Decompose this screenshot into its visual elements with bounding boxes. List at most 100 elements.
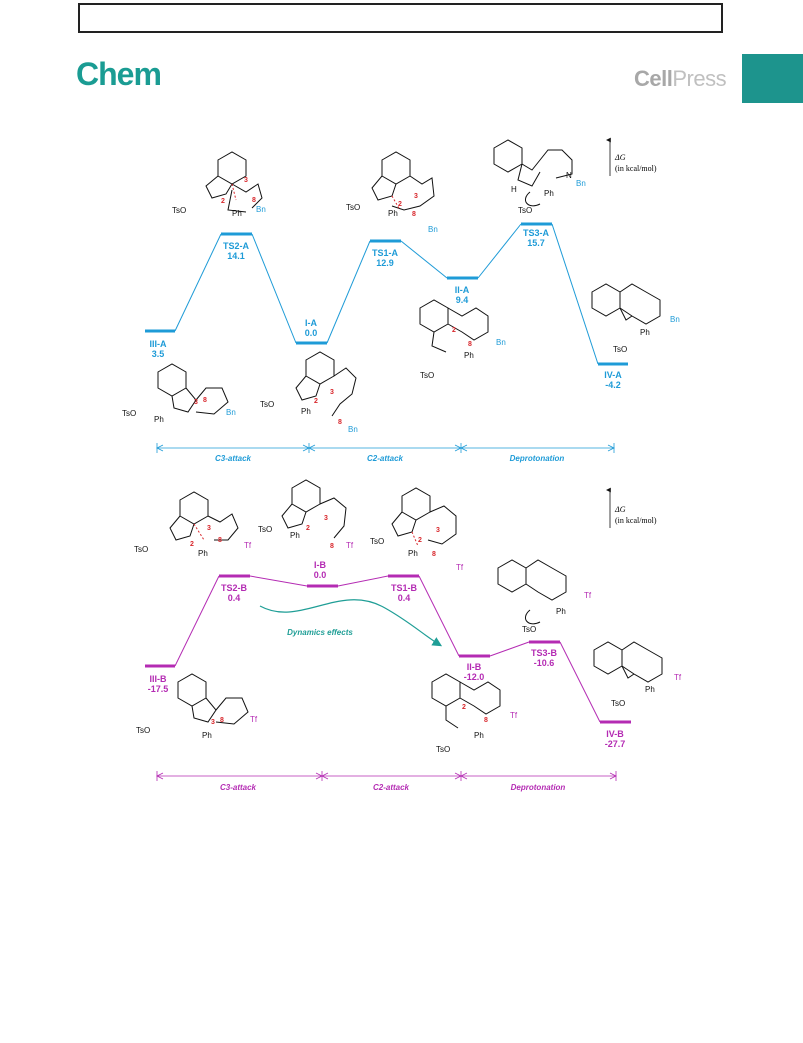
publisher-logo-bold: Cell (634, 66, 673, 91)
num-ib-3: 3 (324, 515, 328, 522)
tso-iiib: TsO (136, 726, 150, 735)
tf-iib: Tf (510, 711, 518, 720)
num-ib-2: 2 (306, 525, 310, 532)
structure-I-A (295, 351, 357, 417)
num-ia-2: 2 (314, 398, 318, 405)
tf-ts2b: Tf (244, 541, 252, 550)
stage-a-c3: C3-attack (215, 454, 252, 463)
num-iia-8: 8 (468, 341, 472, 348)
label-III-B: III-B (150, 674, 167, 684)
label-I-B: I-B (314, 560, 326, 570)
diagram-b-levels (145, 574, 631, 724)
ph-ts3b: Ph (556, 607, 566, 616)
diagram-b-path (174, 575, 601, 723)
energy-axis-a-symbol: ΔG (614, 153, 626, 162)
value-TS3-B: -10.6 (534, 658, 555, 668)
ph-ts2b: Ph (198, 549, 208, 558)
structure-III-B (177, 673, 249, 725)
bn-ts3a: Bn (576, 179, 586, 188)
structure-TS1-A (371, 151, 435, 211)
label-TS2-B: TS2-B (221, 583, 248, 593)
value-I-B: 0.0 (314, 570, 327, 580)
value-I-A: 0.0 (305, 328, 318, 338)
ph-iva: Ph (640, 328, 650, 337)
ph-ivb: Ph (645, 685, 655, 694)
structure-II-A (419, 299, 489, 353)
structure-TS3-B (497, 559, 567, 625)
tf-ivb: Tf (674, 673, 682, 682)
num-ia-3: 3 (330, 389, 334, 396)
ph-iiib: Ph (202, 731, 212, 740)
ph-ts2a: Ph (232, 209, 242, 218)
stage-b-c2: C2-attack (373, 783, 410, 792)
value-II-B: -12.0 (464, 672, 485, 682)
tso-ts2b: TsO (134, 545, 148, 554)
value-TS3-A: 15.7 (527, 238, 545, 248)
num-ts2a-2: 2 (221, 198, 225, 205)
forming-bonds (193, 183, 419, 547)
tf-ts1b: Tf (456, 563, 464, 572)
stage-b-deprot: Deprotonation (511, 783, 566, 792)
diagram-a-path (174, 223, 599, 365)
label-I-A: I-A (305, 318, 317, 328)
ph-iiia: Ph (154, 415, 164, 424)
bn-iiia: Bn (226, 408, 236, 417)
chem-text: TsO Ph Bn 2 3 8 TsO Ph Bn 2 3 8 H TsO Ph… (122, 171, 682, 754)
label-TS1-B: TS1-B (391, 583, 418, 593)
stage-a-c2: C2-attack (367, 454, 404, 463)
tso-ts3a: TsO (518, 206, 532, 215)
section-tab (742, 54, 803, 103)
tso-iva: TsO (613, 345, 627, 354)
bn-iva: Bn (670, 315, 680, 324)
dynamics-label: Dynamics effects (287, 628, 353, 637)
tso-ts1b: TsO (370, 537, 384, 546)
num-ts2b-2: 2 (190, 541, 194, 548)
structure-IV-A (591, 283, 661, 325)
stage-a-deprot: Deprotonation (510, 454, 565, 463)
diagram-a-stage-axis (156, 443, 615, 453)
publisher-logo: CellPress (634, 66, 727, 92)
label-II-B: II-B (467, 662, 482, 672)
num-iiib-3: 3 (211, 719, 215, 726)
num-ts2b-3: 3 (207, 525, 211, 532)
ph-iib: Ph (474, 731, 484, 740)
bn-ia: Bn (348, 425, 358, 434)
tf-ib: Tf (346, 541, 354, 550)
value-TS2-B: 0.4 (228, 593, 241, 603)
num-iib-8: 8 (484, 717, 488, 724)
num-ts1a-2: 2 (398, 201, 402, 208)
structure-TS3-A (493, 139, 573, 207)
num-ts2a-3: 3 (244, 177, 248, 184)
tso-ivb: TsO (611, 699, 625, 708)
ph-ts3a: Ph (544, 189, 554, 198)
ph-ts1b: Ph (408, 549, 418, 558)
num-ib-8: 8 (330, 543, 334, 550)
tf-iiib: Tf (250, 715, 258, 724)
ph-ia: Ph (301, 407, 311, 416)
value-II-A: 9.4 (456, 295, 469, 305)
n-ts3a: N (566, 171, 572, 180)
num-ts1b-2: 2 (418, 537, 422, 544)
structure-II-B (431, 673, 501, 729)
tso-ib: TsO (258, 525, 272, 534)
molecule-structures (157, 139, 663, 729)
structure-TS2-B (169, 491, 239, 541)
structure-TS1-B (391, 487, 457, 545)
tso-ts3b: TsO (522, 625, 536, 634)
stage-b-c3: C3-attack (220, 783, 257, 792)
energy-axis-b-symbol: ΔG (614, 505, 626, 514)
num-iiia-3: 3 (194, 399, 198, 406)
header-box (78, 3, 723, 33)
ph-ts1a: Ph (388, 209, 398, 218)
value-TS1-A: 12.9 (376, 258, 394, 268)
label-TS3-B: TS3-B (531, 648, 558, 658)
diagram-b-stage-axis (156, 771, 617, 781)
label-II-A: II-A (455, 285, 470, 295)
tso-ts1a: TsO (346, 203, 360, 212)
label-III-A: III-A (150, 339, 167, 349)
h-ts3a: H (511, 185, 517, 194)
num-ts2b-8: 8 (218, 537, 222, 544)
num-ts2a-8: 8 (252, 197, 256, 204)
publisher-logo-light: Press (672, 66, 727, 91)
